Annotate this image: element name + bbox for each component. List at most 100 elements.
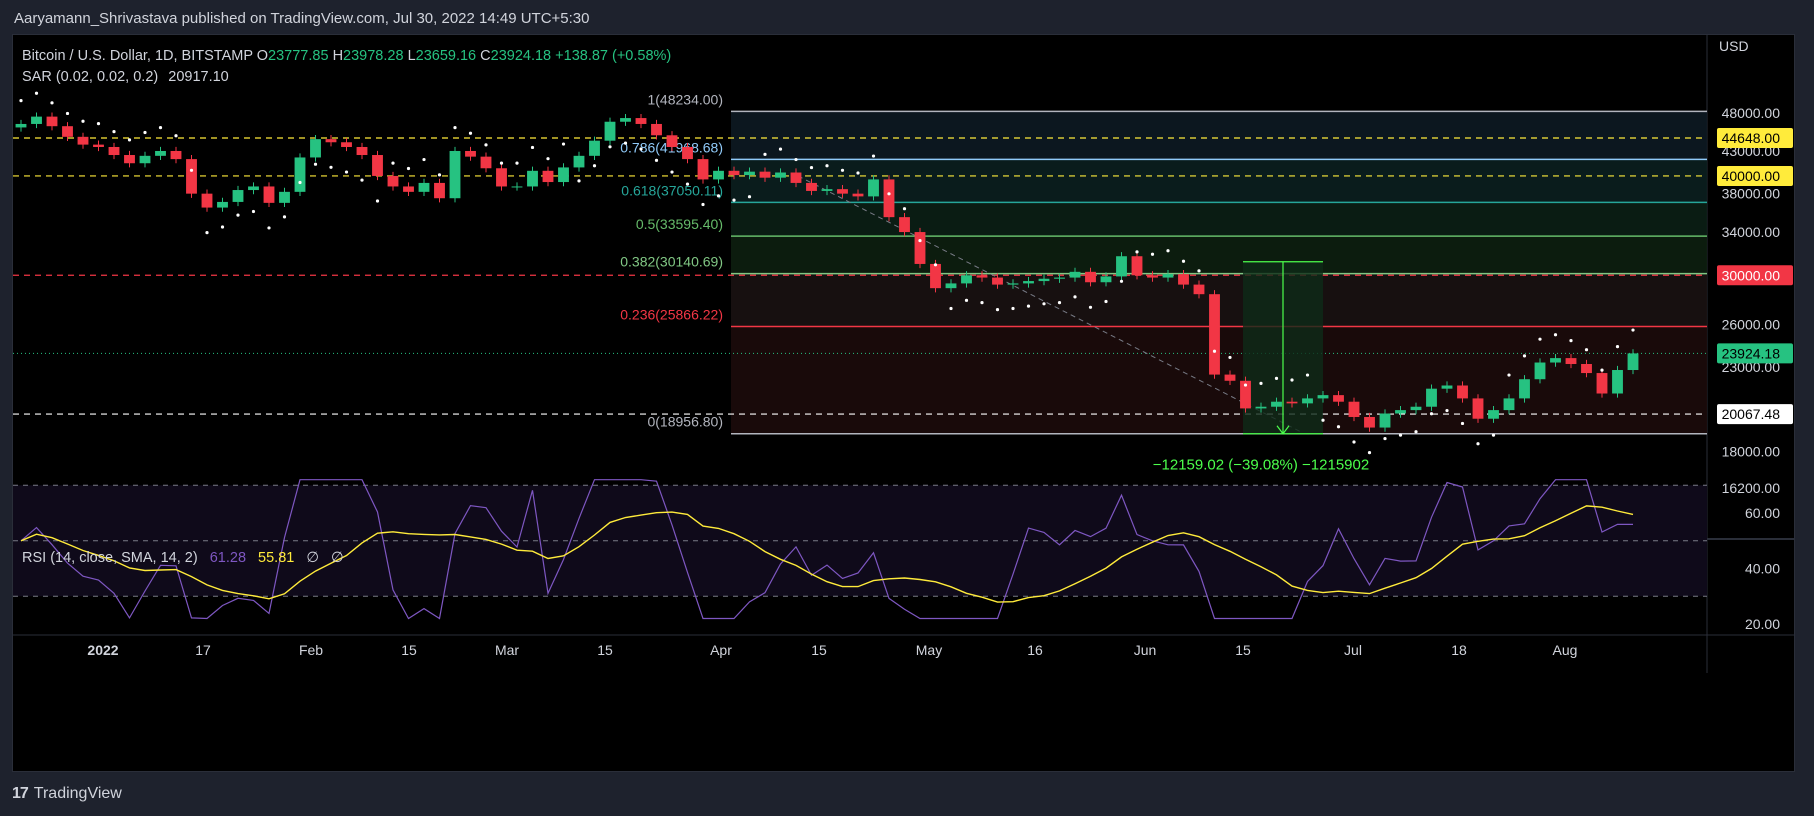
- sar-dot: [329, 165, 333, 169]
- sar-dot: [344, 170, 349, 174]
- candle-body: [62, 126, 73, 137]
- price-badge: [1717, 127, 1793, 148]
- price-badge-label: 23924.18: [1722, 345, 1781, 361]
- candle-body: [682, 146, 693, 160]
- candle-body: [1286, 401, 1298, 404]
- measure-arrow-head: [1276, 425, 1290, 435]
- sar-dot: [515, 161, 519, 165]
- symbol-title[interactable]: Bitcoin / U.S. Dollar, 1D, BITSTAMP: [22, 48, 253, 64]
- price-axis-tick: 18000.00: [1722, 444, 1781, 460]
- sar-dot: [608, 145, 612, 149]
- price-axis-currency: USD: [1719, 38, 1749, 54]
- rsi-legend: RSI (14, close, SMA, 14, 2) 61.28 55.81 …: [22, 550, 344, 566]
- time-axis-label: Aug: [1553, 642, 1578, 658]
- ohlc-legend-row: Bitcoin / U.S. Dollar, 1D, BITSTAMP O237…: [22, 46, 671, 67]
- candle-body: [1612, 370, 1623, 394]
- time-axis-label: Apr: [710, 642, 732, 658]
- candle-body: [46, 116, 58, 127]
- sar-dot: [1321, 418, 1325, 422]
- candle-body: [1007, 283, 1019, 285]
- sar-dot: [1305, 373, 1310, 377]
- sar-dot: [205, 231, 209, 235]
- sar-dot: [1104, 299, 1108, 304]
- rsi-axis-tick: 40.00: [1745, 561, 1780, 577]
- candle-body: [93, 144, 104, 147]
- candle-body: [1581, 364, 1592, 374]
- chart-canvas[interactable]: 1(48234.00)0.786(41968.68)0.618(37050.11…: [13, 35, 1794, 771]
- sar-dot: [577, 179, 581, 183]
- time-axis-label: 16: [1027, 642, 1043, 658]
- sar-dot: [267, 226, 271, 230]
- sar-dot: [716, 194, 721, 198]
- candle-body: [1472, 398, 1484, 419]
- sar-dot: [747, 195, 752, 199]
- sar-dot: [933, 263, 938, 267]
- candle-body: [1162, 274, 1174, 278]
- candle-body: [511, 186, 523, 188]
- candle-body: [1131, 256, 1143, 276]
- candle-body: [1038, 278, 1050, 282]
- candle-body: [821, 189, 833, 191]
- candle-body: [1364, 416, 1375, 428]
- rsi-sma-line: [20, 505, 1634, 603]
- sar-dot: [50, 101, 54, 105]
- sar-legend-row: SAR (0.02, 0.02, 0.2) 20917.10: [22, 67, 671, 88]
- price-axis-tick: 38000.00: [1722, 186, 1781, 202]
- candle-body: [356, 146, 368, 156]
- chart-frame[interactable]: 1(48234.00) 0.786(41968.68) 0.618(37050.11…: [12, 34, 1795, 772]
- sar-dot: [1197, 269, 1201, 273]
- price-badge: [1717, 165, 1793, 186]
- time-axis-label: 15: [401, 642, 417, 658]
- candle-body: [852, 193, 864, 197]
- candle-body: [1550, 358, 1561, 363]
- price-axis-tick: 48000.00: [1722, 105, 1781, 121]
- sar-dot: [174, 134, 178, 138]
- sar-dot: [1507, 373, 1511, 377]
- rsi-value: 61.28: [209, 550, 247, 566]
- time-axis-label: Feb: [299, 642, 323, 658]
- sar-dot: [763, 152, 767, 156]
- sar-dot: [1414, 430, 1418, 434]
- rsi-indicator-name[interactable]: RSI (14, close, SMA, 14, 2): [22, 550, 198, 566]
- sar-dot: [1259, 381, 1263, 385]
- rsi-extra-1: ∅: [306, 550, 320, 566]
- sar-dot: [1445, 408, 1449, 413]
- sar-dot: [143, 130, 147, 135]
- candle-body: [945, 283, 957, 289]
- candle-body: [155, 150, 166, 156]
- sar-dot: [127, 138, 132, 142]
- sar-dot: [1398, 433, 1403, 437]
- candle-body: [465, 150, 476, 157]
- candle-body: [697, 159, 709, 180]
- sar-dot: [546, 157, 550, 161]
- candle-body: [15, 123, 27, 128]
- fib-level-label: 0.5(33595.40): [636, 216, 723, 232]
- candle-body: [418, 182, 430, 192]
- sar-dot: [1088, 305, 1093, 309]
- candle-body: [883, 179, 895, 218]
- time-axis-label: Mar: [495, 642, 519, 658]
- candle-body: [108, 146, 120, 156]
- sar-dot: [1274, 376, 1279, 380]
- sar-dot: [1538, 337, 1542, 341]
- candle-body: [403, 186, 414, 192]
- candle-body: [1488, 410, 1499, 419]
- candle-body: [1457, 385, 1468, 399]
- sar-dot: [1073, 295, 1077, 299]
- candle-body: [542, 170, 554, 183]
- candle-body: [728, 170, 740, 176]
- sar-indicator-name[interactable]: SAR (0.02, 0.02, 0.2): [22, 69, 159, 85]
- candle-body: [620, 118, 631, 122]
- sar-dot: [1026, 304, 1031, 308]
- candle-body: [372, 155, 383, 176]
- candle-body: [961, 275, 972, 284]
- sar-dot: [902, 207, 907, 211]
- sar-dot: [1042, 302, 1046, 306]
- sar-dot: [840, 168, 845, 172]
- candle-body: [775, 172, 786, 178]
- time-axis-label: 17: [195, 642, 211, 658]
- candle-body: [139, 155, 151, 164]
- sar-dot: [34, 91, 39, 95]
- tradingview-brand[interactable]: 17 TradingView: [12, 785, 122, 803]
- sar-dot: [220, 225, 225, 229]
